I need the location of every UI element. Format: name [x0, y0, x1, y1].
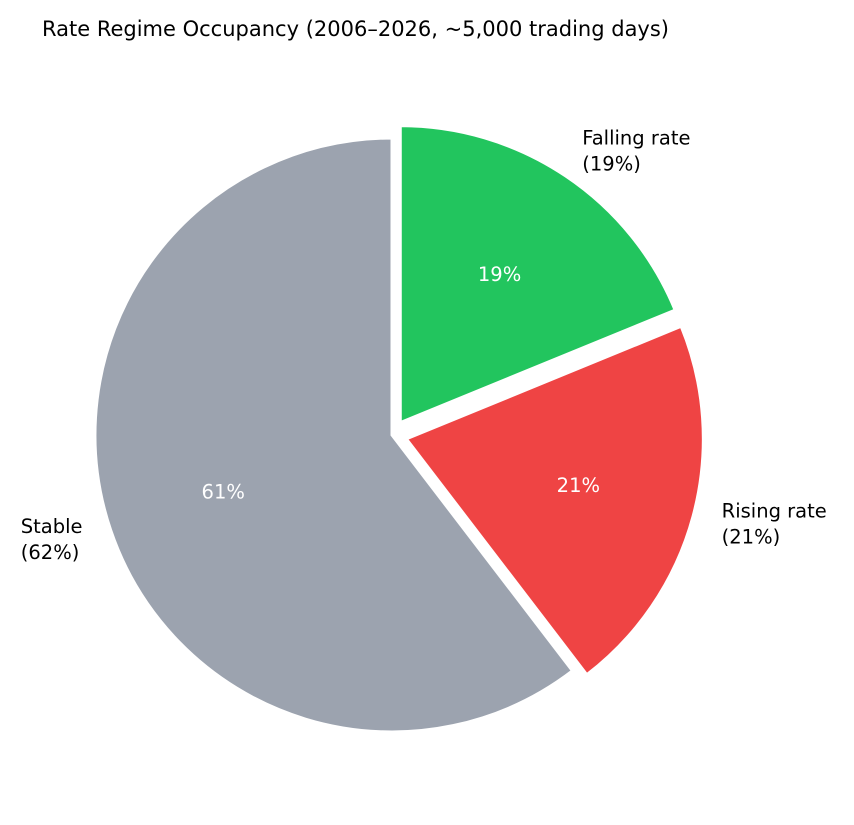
pie-slice-stable	[93, 136, 575, 734]
pct-label-falling-rate: 19%	[478, 263, 521, 286]
outer-label-name: Rising rate	[722, 499, 827, 522]
pie-slice-falling-rate	[398, 124, 678, 425]
outer-label-name: Stable	[21, 515, 83, 538]
slices-layer	[93, 124, 705, 734]
pct-label-rising-rate: 21%	[557, 474, 600, 497]
pie-slice-rising-rate	[403, 324, 705, 677]
outer-label-percent: (19%)	[582, 152, 641, 175]
outer-label-falling-rate: Falling rate (19%)	[582, 126, 690, 175]
labels-layer: 19% Falling rate (19%) 21% Rising rate (21%) 6…	[21, 126, 827, 563]
outer-label-percent: (21%)	[722, 525, 781, 548]
pct-label-stable: 61%	[202, 481, 245, 504]
outer-label-percent: (62%)	[21, 541, 80, 564]
outer-label-stable: Stable (62%)	[21, 515, 83, 564]
outer-label-name: Falling rate	[582, 126, 690, 149]
outer-label-rising-rate: Rising rate (21%)	[722, 499, 827, 548]
chart-title: Rate Regime Occupancy (2006–2026, ~5,000…	[42, 17, 669, 41]
